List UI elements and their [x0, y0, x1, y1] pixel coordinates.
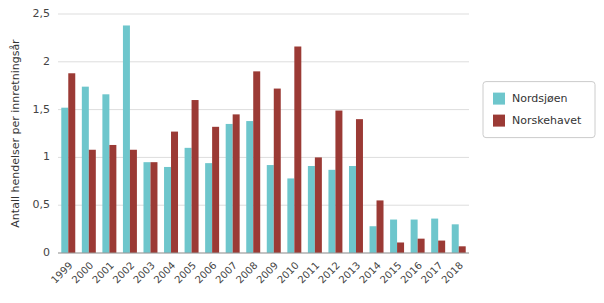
x-tick-label: 2007: [213, 260, 239, 286]
grid-line: [58, 253, 469, 254]
x-tick-label: 2013: [337, 260, 363, 286]
grid-line: [58, 61, 469, 62]
bar: [123, 25, 130, 253]
y-tick-label: 1,5: [33, 103, 51, 116]
x-axis-line: [58, 253, 469, 254]
legend-label: Nordsjøen: [512, 92, 568, 105]
bar: [185, 148, 192, 253]
bar: [205, 163, 212, 253]
y-grid: [58, 14, 469, 253]
bar: [370, 226, 377, 253]
bar: [377, 200, 384, 253]
bar: [68, 73, 75, 253]
x-tick-label: 2014: [357, 260, 383, 286]
bar: [82, 87, 89, 253]
bar: [171, 132, 178, 253]
bar: [192, 100, 199, 253]
x-tick-labels: 1999200020012002200320042005200620072008…: [49, 260, 465, 286]
bar: [328, 170, 335, 253]
bar: [308, 166, 315, 253]
bar: [418, 239, 425, 253]
bar: [246, 121, 253, 253]
x-tick-label: 2002: [111, 260, 137, 286]
bar: [233, 114, 240, 253]
grid-line: [58, 205, 469, 206]
grid-line: [58, 14, 469, 15]
y-tick-label: 2: [43, 55, 50, 68]
bar: [89, 150, 96, 253]
bar: [274, 89, 281, 253]
bar: [150, 162, 157, 253]
y-axis-label: Antall hendelser per innretningsår: [9, 39, 22, 228]
legend: Nordsjøen Norskehavet: [483, 82, 595, 138]
chart-svg: 0 0,5 1 1,5 2 2,5 1999200020012002200320042005…: [0, 0, 604, 303]
bars: [61, 25, 465, 253]
x-tick-label: 2017: [419, 260, 445, 286]
bar: [130, 150, 137, 253]
x-tick-label: 2012: [316, 260, 342, 286]
x-tick-label: 2000: [70, 260, 96, 286]
bar: [61, 108, 68, 253]
bar-series: [61, 25, 458, 253]
x-tick-label: 2008: [234, 260, 260, 286]
bar: [411, 220, 418, 253]
legend-label: Norskehavet: [512, 114, 582, 127]
x-tick-label: 2003: [131, 260, 157, 286]
chart-container: 0 0,5 1 1,5 2 2,5 1999200020012002200320042005…: [0, 0, 604, 303]
y-tick-labels: 0 0,5 1 1,5 2 2,5: [33, 7, 51, 259]
grid-line: [58, 109, 469, 110]
bar: [390, 220, 397, 253]
bar: [143, 162, 150, 253]
x-tick-label: 2010: [275, 260, 301, 286]
bar: [226, 124, 233, 253]
bar: [431, 219, 438, 253]
grid-line: [58, 157, 469, 158]
legend-swatch: [493, 115, 505, 127]
y-tick-label: 0,5: [33, 198, 51, 211]
x-tick-label: 2004: [152, 260, 178, 286]
bar: [267, 165, 274, 253]
x-tick-label: 2001: [90, 260, 116, 286]
bar: [212, 127, 219, 253]
x-tick-label: 2015: [378, 260, 404, 286]
x-tick-label: 2011: [296, 260, 322, 286]
bar: [102, 94, 109, 253]
legend-box: [483, 82, 595, 138]
bar: [315, 157, 322, 253]
x-tick-label: 2009: [255, 260, 281, 286]
bar: [438, 241, 445, 253]
bar: [459, 246, 466, 253]
bar: [294, 47, 301, 253]
x-tick-label: 2016: [398, 260, 424, 286]
bar: [109, 145, 116, 253]
bar: [356, 119, 363, 253]
bar: [335, 111, 342, 253]
x-tick-label: 1999: [49, 260, 75, 286]
x-tick-label: 2005: [172, 260, 198, 286]
bar: [397, 242, 404, 253]
legend-swatch: [493, 93, 505, 105]
bar: [164, 167, 171, 253]
bar-series: [68, 47, 465, 253]
x-tick-label: 2018: [439, 260, 465, 286]
bar: [287, 178, 294, 253]
y-tick-label: 1: [43, 150, 50, 163]
bar: [452, 224, 459, 253]
bar: [349, 166, 356, 253]
y-tick-label: 0: [43, 246, 50, 259]
bar: [253, 71, 260, 253]
y-tick-label: 2,5: [33, 7, 51, 20]
x-tick-label: 2006: [193, 260, 219, 286]
